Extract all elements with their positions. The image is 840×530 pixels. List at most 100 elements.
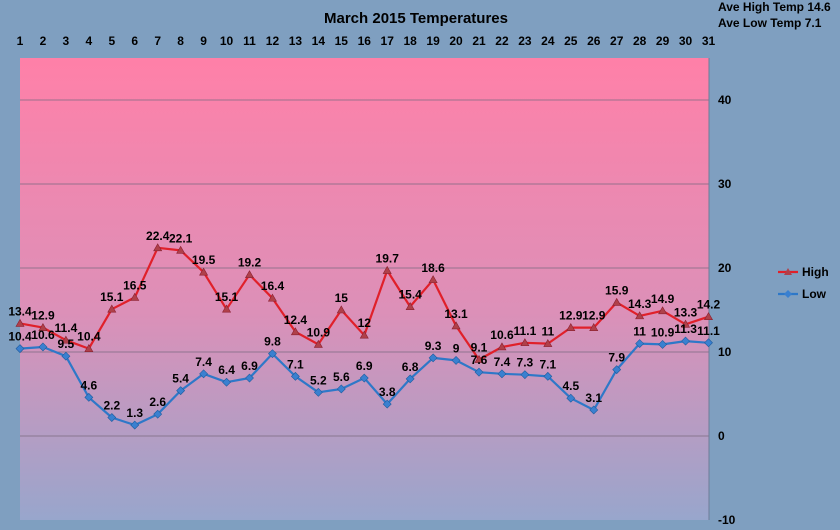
high-data-label: 15.9 [605,283,629,297]
low-point [84,392,94,402]
high-data-label: 19.5 [192,253,216,267]
low-point [61,351,71,361]
low-data-label: 11.3 [674,322,697,336]
low-point [153,409,163,419]
legend-low-marker [784,290,792,298]
high-point [176,245,186,254]
high-point [428,275,438,284]
ave-high-label: Ave High Temp [718,0,804,14]
high-data-label: 10.9 [307,325,331,339]
y-axis-ticks: -10 0 10 20 30 40 [718,93,736,527]
high-point [222,304,232,313]
high-data-label: 18.6 [421,261,445,275]
x-tick-label: 28 [633,34,647,48]
x-axis-ticks: 1 2 3 4 5 6 7 8 9 10 11 12 13 14 15 16 17 18 19 20 21 22 23 24 2… [17,34,716,48]
low-data-label: 9 [453,341,460,355]
low-data-label: 7.6 [471,353,488,367]
high-point [15,318,25,327]
low-point [497,369,507,379]
x-tick-label: 24 [541,34,555,48]
high-data-label: 14.2 [697,298,721,312]
high-data-label: 22.4 [146,229,170,243]
low-point [428,353,438,363]
x-tick-label: 27 [610,34,624,48]
x-tick-label: 19 [426,34,440,48]
x-tick-label: 20 [449,34,463,48]
high-data-label: 9.1 [471,341,488,355]
legend-high-label: High [802,265,829,279]
high-point [107,304,117,313]
high-data-label: 11.4 [55,321,78,335]
low-point [15,344,25,354]
low-point [107,413,117,422]
low-point [359,373,369,383]
ave-low-value: 7.1 [805,16,822,30]
high-data-label: 15.4 [398,288,422,302]
low-data-label: 1.3 [126,406,143,420]
high-point [382,265,392,274]
low-point [199,369,209,379]
low-data-label: 10.9 [651,325,675,339]
high-data-label: 22.1 [169,231,193,245]
high-data-label: 15.1 [215,290,239,304]
high-data-label: 14.9 [651,292,675,306]
low-data-label: 7.3 [517,356,534,370]
high-data-label: 13.4 [8,304,32,318]
x-tick-label: 7 [154,34,161,48]
low-point [313,387,323,397]
high-point [199,267,209,276]
x-tick-label: 29 [656,34,670,48]
low-data-label: 2.2 [103,399,120,413]
low-point [543,371,553,381]
low-data-label: 7.9 [608,351,625,365]
low-data-label: 4.5 [562,379,579,393]
low-data-label: 5.2 [310,373,327,387]
x-tick-label: 13 [289,34,303,48]
low-point [658,340,668,349]
low-point [589,405,599,415]
low-point [382,399,392,409]
legend-low-label: Low [802,287,827,301]
x-tick-label: 16 [358,34,372,48]
series-group [15,243,714,430]
high-data-label: 16.5 [123,278,147,292]
low-point [520,370,530,380]
low-data-label: 6.9 [241,359,258,373]
x-tick-label: 14 [312,34,326,48]
low-data-label: 5.6 [333,370,350,384]
low-data-label: 3.1 [585,391,602,405]
ave-high-value: 14.6 [807,0,831,14]
low-point [451,355,461,365]
high-point [130,292,140,301]
high-point [543,338,553,347]
y-tick-label: 20 [718,261,732,275]
data-labels: 13.4 12.911.410.415.116.522.4 22.119.515.1… [8,229,720,420]
y-tick-label: -10 [718,513,736,527]
x-tick-label: 12 [266,34,280,48]
plot-area [20,58,709,520]
high-data-label: 13.1 [444,307,468,321]
x-tick-label: 3 [63,34,70,48]
x-tick-label: 22 [495,34,509,48]
y-tick-label: 10 [718,345,732,359]
low-point [290,371,300,381]
x-tick-label: 9 [200,34,207,48]
x-tick-label: 18 [403,34,417,48]
high-data-label: 13.3 [674,305,698,319]
low-data-label: 7.1 [540,357,557,371]
x-tick-label: 5 [108,34,115,48]
low-data-label: 7.4 [195,355,212,369]
legend-high-marker [784,268,792,275]
high-point [290,327,300,336]
x-tick-label: 11 [243,34,256,48]
high-point [658,306,668,315]
x-tick-label: 30 [679,34,693,48]
high-data-label: 11.1 [514,324,537,338]
high-data-label: 16.4 [261,279,285,293]
low-point [176,386,186,396]
high-point [153,243,163,252]
high-point [635,311,645,320]
low-data-label: 9.8 [264,335,281,349]
x-tick-label: 8 [177,34,184,48]
